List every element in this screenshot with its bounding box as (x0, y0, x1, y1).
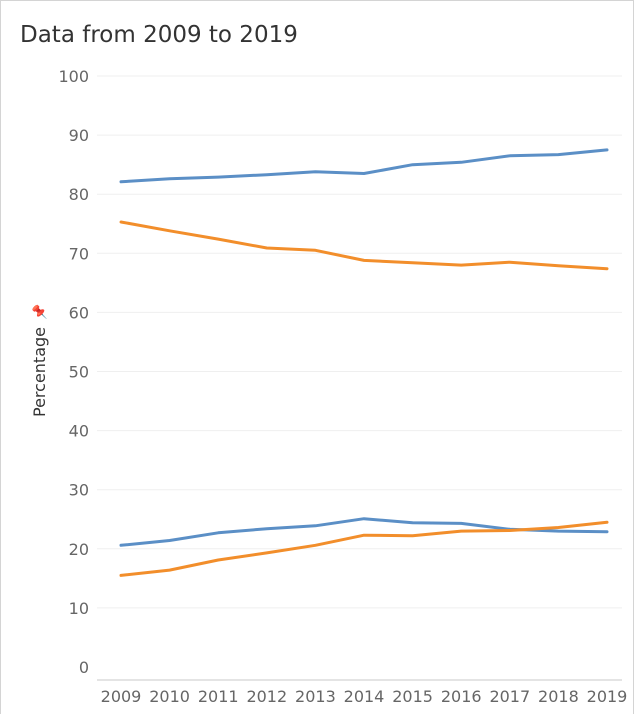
x-tick-label: 2009 (101, 687, 142, 706)
x-tick-label: 2013 (295, 687, 336, 706)
series-line-3[interactable] (119, 517, 609, 547)
x-tick-label: 2019 (587, 687, 628, 706)
series-lines (119, 148, 609, 577)
y-tick-label: 50 (69, 363, 89, 382)
y-tick-label: 100 (58, 67, 89, 86)
y-tick-label: 70 (69, 244, 89, 263)
y-tick-label: 10 (69, 599, 89, 618)
gridlines (97, 75, 622, 609)
y-tick-label: 20 (69, 540, 89, 559)
x-tick-label: 2018 (538, 687, 579, 706)
chart-title: Data from 2009 to 2019 (20, 22, 298, 48)
x-tick-label: 2011 (198, 687, 239, 706)
y-axis-label: Percentage (30, 327, 49, 417)
y-tick-label: 90 (69, 126, 89, 145)
pin-icon: 📌 (31, 304, 48, 320)
x-tick-label: 2017 (489, 687, 530, 706)
y-tick-label: 30 (69, 481, 89, 500)
y-tick-label: 60 (69, 303, 89, 322)
series-line-1[interactable] (119, 148, 609, 184)
y-axis-ticks: 0 10 20 30 40 50 60 70 80 90 100 (58, 67, 89, 677)
x-tick-label: 2012 (246, 687, 287, 706)
x-tick-label: 2014 (344, 687, 385, 706)
x-tick-label: 2015 (392, 687, 433, 706)
series-line-2[interactable] (119, 220, 609, 271)
x-tick-label: 2016 (441, 687, 482, 706)
series-line-4[interactable] (119, 520, 609, 577)
x-axis-ticks: 2009 2010 2011 2012 2013 2014 2015 2016 2017 2018… (101, 687, 628, 706)
y-tick-label: 0 (79, 658, 89, 677)
y-tick-label: 40 (69, 422, 89, 441)
x-tick-label: 2010 (149, 687, 190, 706)
y-tick-label: 80 (69, 185, 89, 204)
